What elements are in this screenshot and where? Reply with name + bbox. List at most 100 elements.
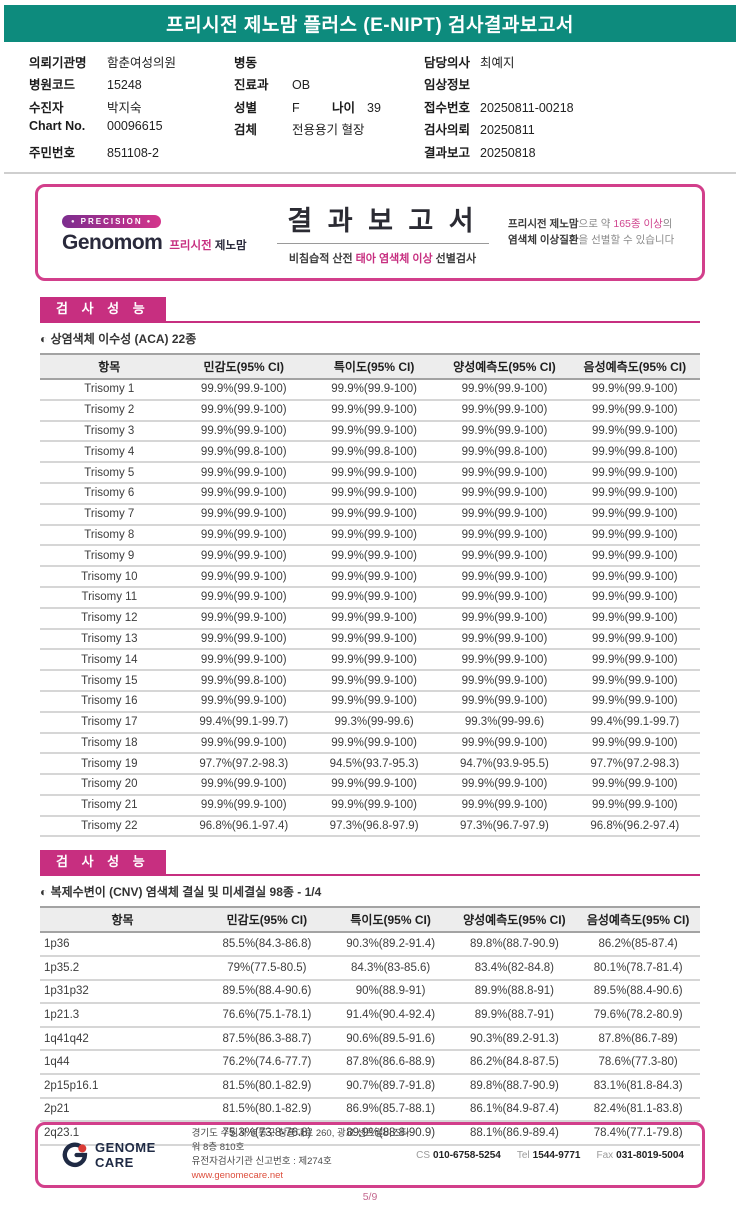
cell-item: 2p15p16.1 (40, 1074, 205, 1099)
cell-npv: 99.9%(99.9-100) (569, 462, 700, 484)
cell-ppv: 99.9%(99.9-100) (439, 566, 570, 588)
field-chart-no: Chart No. 00096615 (29, 119, 234, 141)
cell-item: Trisomy 7 (40, 503, 179, 526)
table-row: Trisomy 2 99.9%(99.9-100) 99.9%(99.9-100… (40, 399, 700, 422)
cell-specificity: 99.9%(99.9-100) (308, 628, 440, 651)
cell-npv: 99.9%(99.9-100) (569, 503, 700, 526)
genomecare-logo: GENOME CARE (60, 1140, 192, 1170)
table-row: Trisomy 1 99.9%(99.9-100) 99.9%(99.9-100… (40, 378, 700, 401)
report-title-bar: 프리시전 제노맘 플러스 (E-NIPT) 검사결과보고서 (4, 5, 736, 42)
cell-ppv: 99.9%(99.9-100) (439, 732, 570, 755)
table-row: Trisomy 16 99.9%(99.9-100) 99.9%(99.9-10… (40, 690, 700, 713)
table-row: Trisomy 22 96.8%(96.1-97.4) 97.3%(96.8-9… (40, 815, 700, 838)
cell-npv: 99.9%(99.9-100) (569, 566, 700, 588)
cell-ppv: 99.9%(99.9-100) (439, 545, 570, 568)
cell-ppv: 99.9%(99.9-100) (439, 607, 570, 630)
brand-korean: 프리시전 제노맘 (169, 240, 247, 253)
cell-sensitivity: 99.4%(99.1-99.7) (178, 711, 309, 734)
cell-item: Trisomy 2 (40, 399, 179, 422)
genomecare-g-icon (62, 1142, 88, 1168)
cell-item: Trisomy 10 (40, 566, 179, 588)
table-row: Trisomy 4 99.9%(99.8-100) 99.9%(99.8-100… (40, 441, 700, 464)
cell-specificity: 99.3%(99-99.6) (308, 711, 440, 734)
cell-sensitivity: 99.9%(99.9-100) (178, 586, 309, 609)
table-row: Trisomy 8 99.9%(99.9-100) 99.9%(99.9-100… (40, 524, 700, 547)
cell-item: Trisomy 22 (40, 815, 179, 838)
table-row: Trisomy 6 99.9%(99.9-100) 99.9%(99.9-100… (40, 482, 700, 505)
cell-npv: 80.1%(78.7-81.4) (576, 956, 700, 981)
cell-specificity: 97.3%(96.8-97.9) (308, 815, 440, 838)
cell-sensitivity: 99.9%(99.9-100) (178, 566, 309, 588)
field-value: 15248 (107, 78, 142, 93)
cell-sensitivity: 99.9%(99.9-100) (178, 462, 309, 484)
field-value: 함춘여성의원 (107, 56, 177, 70)
cell-ppv: 99.9%(99.9-100) (439, 586, 570, 609)
field-label: 병동 (234, 56, 258, 70)
banner-title-text: 결 과 보 고 서 (287, 205, 478, 236)
field-label: 검사의뢰 (424, 123, 471, 138)
field-label: Chart No. (29, 119, 86, 134)
column-header: 민감도(95% CI) (178, 352, 309, 380)
cell-npv: 99.9%(99.9-100) (569, 607, 700, 630)
cell-ppv: 99.9%(99.9-100) (439, 628, 570, 651)
column-header: 특이도(95% CI) (308, 352, 440, 380)
table-header-row: 항목 민감도(95% CI) 특이도(95% CI) 양성예측도(95% CI) 음성예… (40, 352, 700, 380)
section-header: 검 사 성 능 (40, 850, 700, 877)
cell-specificity: 84.3%(83-85.6) (328, 956, 453, 981)
field-label: 담당의사 (424, 56, 471, 70)
cell-sensitivity: 99.9%(99.9-100) (178, 794, 309, 817)
table-row: Trisomy 14 99.9%(99.9-100) 99.9%(99.9-10… (40, 649, 700, 672)
field-value: F (292, 100, 300, 115)
table-row: 2p21 81.5%(80.1-82.9) 86.9%(85.7-88.1) 8… (40, 1097, 700, 1123)
cell-ppv: 99.9%(99.9-100) (439, 378, 570, 401)
table-row: Trisomy 9 99.9%(99.9-100) 99.9%(99.9-100… (40, 545, 700, 568)
field-sex-age: 성별 F 나이 39 (234, 97, 424, 119)
cell-npv: 99.9%(99.9-100) (569, 524, 700, 547)
field-label: 결과보고 (424, 145, 471, 160)
cell-ppv: 86.2%(84.8-87.5) (452, 1050, 577, 1076)
cell-npv: 83.1%(81.8-84.3) (576, 1074, 700, 1099)
section-subtitle: ◐ 상염색체 이수성 (ACA) 22종 (40, 331, 197, 346)
cell-npv: 99.9%(99.9-100) (569, 399, 700, 422)
cell-specificity: 86.9%(85.7-88.1) (328, 1097, 453, 1123)
cell-sensitivity: 99.9%(99.9-100) (178, 524, 309, 547)
cell-sensitivity: 89.5%(88.4-90.6) (205, 979, 329, 1005)
patient-info-col-middle: 병동 진료과 OB 성별 F 나이 39 검체 전용용기 혈장 (234, 52, 424, 164)
cell-item: Trisomy 16 (40, 690, 179, 713)
brand-name: Genomom (62, 231, 163, 255)
patient-info-col-right: 담당의사 최예지 임상정보 접수번호 20250811-00218 검사의뢰 2… (424, 52, 724, 164)
cell-specificity: 99.9%(99.9-100) (308, 774, 440, 796)
field-value: 39 (367, 100, 381, 115)
patient-info-col-left: 의뢰기관명 함춘여성의원 병원코드 15248 수진자 박지숙 Chart No… (29, 52, 234, 164)
field-hospital-code: 병원코드 15248 (29, 74, 234, 96)
cell-ppv: 99.9%(99.9-100) (439, 503, 570, 526)
table-row: 2q23.1 75.3%(73.8-76.8) 89.9%(88.8-90.9)… (40, 1121, 700, 1146)
brand-line: Genomom 프리시전 제노맘 (62, 231, 257, 255)
cell-specificity: 90%(88.9-91) (328, 979, 453, 1005)
field-label: 임상정보 (424, 78, 471, 93)
cell-npv: 78.4%(77.1-79.8) (576, 1121, 700, 1146)
field-label: 주민번호 (29, 145, 76, 160)
table-row: Trisomy 5 99.9%(99.9-100) 99.9%(99.9-100… (40, 462, 700, 484)
table-row: 1p31p32 89.5%(88.4-90.6) 90%(88.9-91) 89… (40, 979, 700, 1005)
section-cnv: 검 사 성 능 ◐ 복제수변이 (CNV) 염색체 결실 및 미세결실 98종 … (0, 850, 740, 1146)
cell-item: 1p36 (40, 932, 205, 958)
cell-sensitivity: 99.9%(99.9-100) (178, 607, 309, 630)
cell-item: Trisomy 12 (40, 607, 179, 630)
cell-ppv: 99.9%(99.8-100) (439, 441, 570, 464)
company-address: 경기도 수원시 영통구 창룡대로 260, 광교 센트럴비즈타워 8층 810호 (191, 1127, 410, 1153)
field-label: 수진자 (29, 100, 64, 115)
cell-sensitivity: 85.5%(84.3-86.8) (205, 932, 329, 958)
banner-subtitle: 비침습적 산전 태아 염색체 이상 선별검사 (288, 252, 477, 265)
cell-npv: 99.9%(99.9-100) (569, 649, 700, 672)
cell-item: Trisomy 18 (40, 732, 179, 755)
field-label: 의뢰기관명 (29, 56, 87, 70)
table-row: 2p15p16.1 81.5%(80.1-82.9) 90.7%(89.7-91… (40, 1074, 700, 1099)
report-banner-title: 결 과 보 고 서 비침습적 산전 태아 염색체 이상 선별검사 (276, 199, 489, 266)
cell-sensitivity: 99.9%(99.9-100) (178, 649, 309, 672)
cell-sensitivity: 97.7%(97.2-98.3) (178, 753, 309, 776)
cell-specificity: 99.9%(99.9-100) (308, 690, 440, 713)
badge-label: PRECISION (80, 217, 143, 227)
cell-ppv: 99.9%(99.9-100) (439, 399, 570, 422)
contact-cs: CS 010-6758-5254 (416, 1149, 501, 1161)
